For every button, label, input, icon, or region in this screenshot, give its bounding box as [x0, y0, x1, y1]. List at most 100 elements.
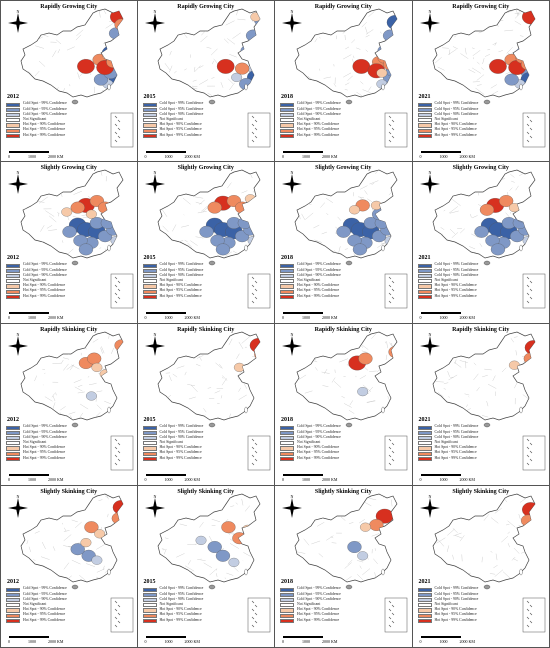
province-boundary: [168, 404, 172, 408]
province-boundary: [157, 41, 159, 48]
province-boundary: [214, 499, 219, 507]
legend-swatch: [6, 597, 20, 603]
country-outline: [157, 493, 260, 583]
map-panel: N Slightly Growing City 2015 Cold Spot - 99…: [137, 162, 275, 324]
legend-label: Cold Spot - 99% Confidence: [159, 262, 204, 267]
legend-item: Hot Spot - 99% Confidence: [280, 294, 380, 299]
province-boundary: [365, 26, 368, 34]
province-boundary: [207, 387, 211, 389]
province-boundary: [386, 341, 388, 349]
province-boundary: [385, 572, 389, 578]
province-boundary: [100, 170, 103, 176]
panel-year: 2018: [281, 417, 293, 423]
province-boundary: [434, 381, 444, 383]
province-boundary: [326, 213, 329, 215]
south-china-sea-inset: [110, 435, 134, 471]
hot-spot-region: [106, 56, 121, 68]
province-boundary: [186, 498, 196, 504]
province-boundary: [21, 375, 23, 380]
legend-label: Hot Spot - 99% Confidence: [434, 293, 477, 298]
legend-label: Hot Spot - 99% Confidence: [297, 617, 340, 622]
nine-dash-line: [388, 276, 392, 280]
province-boundary: [198, 79, 208, 85]
scale-bar: 0 1000 2000 KM: [145, 636, 216, 646]
province-boundary: [442, 170, 450, 178]
scale-segment: [165, 474, 186, 476]
legend-swatch: [417, 587, 432, 592]
province-boundary: [228, 82, 235, 91]
province-boundary: [46, 225, 53, 229]
province-boundary: [515, 350, 517, 356]
map-panel: N Rapidly Growing City 2021 Cold Spot - 99%…: [412, 0, 550, 162]
province-boundary: [31, 79, 40, 87]
legend-swatch: [6, 112, 20, 118]
province-boundary: [324, 26, 328, 33]
legend-swatch: [6, 128, 20, 133]
legend-item: Hot Spot - 95% Confidence: [280, 288, 380, 294]
province-boundary: [52, 50, 57, 58]
province-boundary: [99, 247, 102, 249]
province-boundary: [49, 215, 57, 223]
nine-dash-line: [391, 135, 395, 139]
north-label: N: [17, 170, 20, 175]
legend-label: Hot Spot - 99% Confidence: [434, 132, 477, 137]
province-boundary: [469, 213, 472, 218]
legend-swatch: [280, 441, 294, 446]
province-boundary: [47, 498, 52, 500]
province-boundary: [440, 414, 445, 417]
legend-item: Hot Spot - 95% Confidence: [142, 450, 243, 456]
province-boundary: [333, 184, 340, 190]
province-boundary: [193, 66, 195, 72]
province-boundary: [338, 13, 342, 21]
north-arrow-icon: N: [8, 332, 28, 356]
nine-dash-line: [251, 276, 254, 280]
cold-spot-region: [382, 29, 397, 42]
legend-item: Hot Spot - 90% Confidence: [6, 122, 106, 128]
hot-spot-region: [84, 521, 99, 534]
map-panel: N Slightly Skinking City 2015 Cold Spot - 9…: [137, 486, 275, 648]
legend-label: Hot Spot - 95% Confidence: [23, 288, 66, 293]
hainan-island: [208, 422, 215, 428]
province-boundary: [324, 27, 329, 33]
legend-item: Cold Spot - 99% Confidence: [142, 424, 243, 430]
province-boundary: [186, 93, 188, 97]
legend-label: Cold Spot - 99% Confidence: [434, 424, 479, 429]
province-boundary: [371, 533, 380, 537]
nine-dash-line: [526, 292, 529, 296]
china-map: [294, 169, 408, 309]
hot-spot-region: [520, 58, 535, 71]
legend-swatch: [417, 268, 432, 273]
province-boundary: [119, 529, 123, 531]
province-boundary: [479, 243, 482, 247]
legend: Cold Spot - 99% Confidence Cold Spot - 95…: [6, 101, 106, 138]
legend-swatch: [417, 294, 432, 299]
province-boundary: [63, 562, 70, 570]
legend-swatch: [142, 284, 157, 289]
province-boundary: [99, 10, 101, 18]
legend-item: Not Significant: [417, 278, 518, 284]
legend-swatch: [142, 608, 157, 613]
legend-label: Not Significant: [297, 116, 321, 121]
north-label: N: [291, 170, 294, 175]
nine-dash-line: [529, 288, 532, 292]
scale-segment: [420, 636, 441, 638]
province-boundary: [46, 250, 52, 256]
legend-label: Cold Spot - 99% Confidence: [297, 101, 341, 106]
legend-item: Hot Spot - 99% Confidence: [6, 294, 106, 299]
legend-item: Not Significant: [6, 602, 106, 608]
legend-label: Cold Spot - 95% Confidence: [297, 591, 341, 596]
legend-swatch: [280, 603, 294, 608]
scale-label: 0: [282, 154, 284, 159]
legend-item: Cold Spot - 95% Confidence: [280, 107, 380, 112]
south-china-sea-inset: [522, 597, 545, 633]
cold-spot-region: [384, 236, 396, 246]
province-boundary: [437, 539, 444, 547]
legend-swatch: [417, 608, 432, 613]
province-boundary: [163, 548, 167, 555]
hainan-island: [71, 99, 79, 105]
province-boundary: [323, 334, 333, 341]
province-boundary: [344, 562, 352, 569]
hot-spot-region: [77, 59, 95, 74]
nine-dash-line: [529, 127, 532, 131]
province-boundary: [92, 338, 99, 343]
